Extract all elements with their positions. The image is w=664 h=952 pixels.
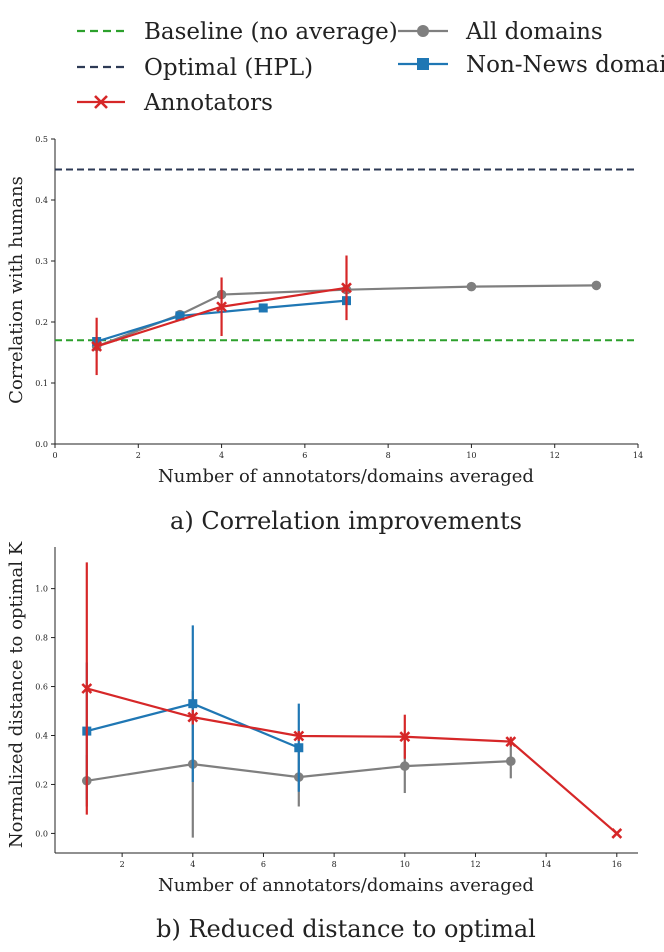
chart-correlation-x-tick-label: 4: [219, 451, 224, 460]
chart-distance-x-tick-label: 16: [612, 860, 622, 869]
chart-distance-y-tick-label: 0.6: [35, 683, 48, 692]
chart-distance-y-tick-label: 1.0: [35, 585, 48, 594]
chart-distance-series-line-annotators: [86, 687, 618, 835]
chart-correlation-x-tick-label: 10: [466, 451, 476, 460]
chart-correlation-x-tick-label: 14: [633, 451, 643, 460]
chart-correlation-y-tick-label: 0.2: [35, 318, 48, 327]
legend-circle-marker-icon: [417, 25, 429, 37]
chart-distance-y-tick-label: 0.0: [35, 829, 48, 838]
chart-distance-point-annotators: [187, 711, 199, 723]
chart-distance-point-annotators: [399, 731, 411, 743]
legend-label-optimal: Optimal (HPL): [144, 55, 313, 81]
chart-correlation-y-tick-label: 0.5: [35, 135, 48, 144]
legend: Baseline (no average) Optimal (HPL) Anno…: [77, 19, 664, 116]
chart-distance-point-annotators: [293, 730, 305, 742]
chart-correlation-caption: a) Correlation improvements: [170, 507, 522, 535]
chart-distance-y-tick-label: 0.2: [35, 780, 48, 789]
chart-distance-x-tick-label: 8: [332, 860, 337, 869]
chart-distance-x-tick-label: 2: [120, 860, 125, 869]
chart-distance-plot-area: 2 4 6 8 10 12 14 16 0.0 0.2 0.4 0.6 0.8 1.0: [35, 547, 638, 869]
chart-correlation-point-all-domains: [591, 280, 602, 291]
chart-distance-point-annotators: [611, 827, 623, 839]
legend-x-marker-icon: [94, 95, 108, 109]
chart-distance-x-tick-label: 12: [470, 860, 480, 869]
chart-correlation-point-non-news-domains: [175, 311, 185, 321]
chart-correlation-point-non-news-domains: [258, 303, 268, 313]
legend-entry-baseline: Baseline (no average): [77, 19, 398, 45]
chart-distance-point-non-news-domains: [188, 699, 198, 709]
chart-distance-point-all-domains: [400, 761, 410, 771]
chart-distance-point-annotators: [505, 736, 517, 748]
chart-correlation: 0 2 4 6 8 10 12 14 0.0 0.1 0.2 0.3 0.4 0.5 Number of …: [6, 135, 643, 535]
chart-correlation-y-axis-label: Correlation with humans: [6, 176, 27, 404]
legend-label-non-news: Non-News domains: [466, 52, 664, 78]
chart-correlation-point-annotators: [341, 282, 352, 294]
chart-distance-point-non-news-domains: [294, 743, 304, 753]
chart-correlation-x-tick-label: 0: [52, 451, 57, 460]
chart-distance-x-axis-label: Number of annotators/domains averaged: [158, 875, 534, 896]
chart-distance-y-axis-label: Normalized distance to optimal K: [6, 541, 27, 848]
chart-correlation-x-tick-label: 12: [550, 451, 560, 460]
chart-distance-point-annotators: [81, 683, 93, 694]
legend-entry-non-news: Non-News domains: [398, 52, 664, 78]
legend-entry-all-domains: All domains: [398, 19, 603, 45]
chart-correlation-plot-area: 0 2 4 6 8 10 12 14 0.0 0.1 0.2 0.3 0.4 0.5: [35, 135, 643, 460]
chart-distance-x-tick-label: 6: [261, 860, 266, 869]
legend-entry-optimal: Optimal (HPL): [77, 55, 313, 81]
legend-label-baseline: Baseline (no average): [144, 19, 398, 45]
chart-correlation-y-tick-label: 0.0: [35, 440, 48, 449]
legend-square-marker-icon: [417, 58, 429, 70]
legend-entry-annotators: Annotators: [77, 90, 273, 116]
chart-distance-caption: b) Reduced distance to optimal: [156, 915, 536, 943]
chart-correlation-point-annotators: [216, 301, 227, 313]
chart-distance-y-tick-label: 0.4: [35, 731, 48, 740]
chart-distance-point-all-domains: [506, 756, 516, 766]
chart-correlation-x-tick-label: 6: [302, 451, 307, 460]
chart-correlation-x-tick-label: 8: [386, 451, 391, 460]
chart-distance: 2 4 6 8 10 12 14 16 0.0 0.2 0.4 0.6 0.8 1.0 Number of…: [6, 541, 638, 943]
chart-correlation-point-all-domains: [466, 281, 477, 292]
chart-correlation-y-tick-label: 0.4: [35, 196, 48, 205]
chart-correlation-x-axis-label: Number of annotators/domains averaged: [158, 466, 534, 487]
chart-distance-y-tick-label: 0.8: [35, 634, 48, 643]
chart-distance-x-tick-label: 4: [190, 860, 195, 869]
legend-label-annotators: Annotators: [143, 90, 273, 116]
chart-correlation-point-annotators: [91, 340, 103, 352]
chart-distance-x-tick-label: 14: [541, 860, 551, 869]
chart-correlation-x-tick-label: 2: [136, 451, 141, 460]
chart-correlation-y-tick-label: 0.1: [35, 379, 48, 388]
chart-distance-x-tick-label: 10: [400, 860, 410, 869]
chart-correlation-y-tick-label: 0.3: [35, 257, 48, 266]
legend-label-all-domains: All domains: [465, 19, 603, 45]
